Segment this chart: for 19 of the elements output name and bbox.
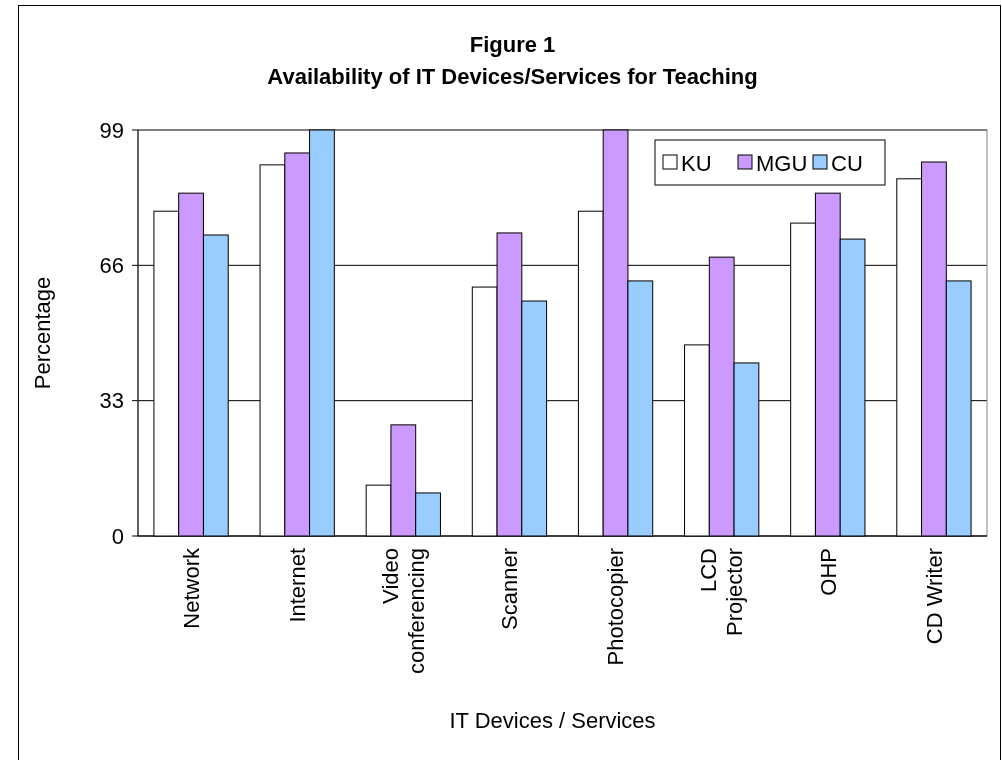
x-tick-label: OHP xyxy=(815,548,841,596)
x-tick-label: Network xyxy=(178,547,204,629)
x-tick-label: LCD Projector xyxy=(696,548,748,637)
y-axis-title: Percentage xyxy=(30,276,55,390)
x-tick-label: CD Writer xyxy=(921,548,947,645)
chart-title: Figure 1 xyxy=(469,32,556,57)
chart-subtitle: Availability of IT Devices/Services for Teaching xyxy=(267,64,758,89)
x-tick-label: Internet xyxy=(284,548,310,623)
x-axis-title: IT Devices / Services xyxy=(449,708,656,733)
y-tick-label: 66 xyxy=(99,253,124,279)
x-tick-label: Scanner xyxy=(497,548,523,630)
x-tick-label: Photocopier xyxy=(603,548,629,666)
legend-label: MGU xyxy=(756,150,808,176)
legend-label: KU xyxy=(681,150,712,176)
x-tick-label: Video conferencing xyxy=(378,548,430,674)
y-tick-label: 0 xyxy=(111,523,124,549)
legend-label: CU xyxy=(831,150,863,176)
y-tick-label: 33 xyxy=(99,388,124,414)
y-tick-label: 99 xyxy=(99,117,124,143)
